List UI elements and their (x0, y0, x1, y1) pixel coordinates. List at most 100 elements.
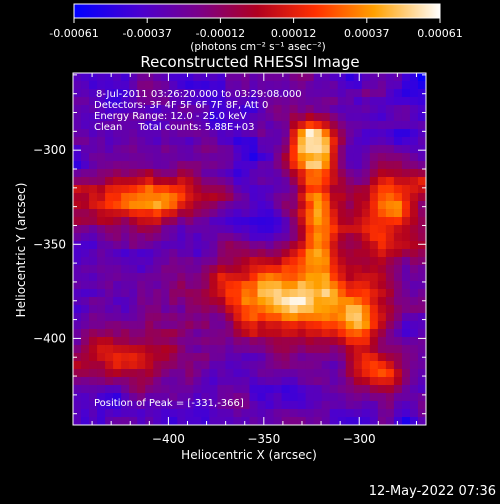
heatmap-pixel (345, 417, 355, 426)
heatmap-pixel (113, 313, 122, 322)
heatmap-pixel (401, 353, 411, 362)
heatmap-pixel (193, 337, 202, 346)
heatmap-pixel (201, 185, 210, 194)
heatmap-pixel (105, 313, 114, 322)
heatmap-pixel (145, 305, 154, 314)
heatmap-pixel (321, 329, 331, 338)
heatmap-pixel (105, 329, 114, 338)
heatmap-pixel (137, 281, 146, 290)
heatmap-pixel (153, 129, 162, 138)
heatmap-pixel (129, 265, 138, 274)
heatmap-pixel (289, 89, 299, 98)
heatmap-pixel (129, 305, 138, 314)
heatmap-pixel (321, 225, 331, 234)
heatmap-pixel (129, 145, 138, 154)
heatmap-pixel (289, 297, 299, 306)
heatmap-pixel (97, 185, 106, 194)
heatmap-pixel (121, 137, 130, 146)
heatmap-pixel (393, 345, 403, 354)
heatmap-pixel (137, 193, 146, 202)
heatmap-pixel (225, 217, 234, 226)
heatmap-pixel (297, 361, 307, 370)
heatmap-pixel (393, 281, 403, 290)
heatmap-pixel (225, 97, 234, 106)
heatmap-pixel (289, 225, 299, 234)
heatmap-pixel (377, 353, 387, 362)
heatmap-pixel (321, 209, 331, 218)
heatmap-pixel (401, 289, 411, 298)
heatmap-pixel (281, 385, 291, 394)
heatmap-pixel (401, 313, 411, 322)
heatmap-pixel (169, 377, 178, 386)
heatmap-pixel (185, 273, 194, 282)
heatmap-pixel (185, 329, 194, 338)
heatmap-pixel (249, 289, 258, 298)
heatmap-pixel (337, 185, 347, 194)
heatmap-pixel (201, 409, 210, 418)
heatmap-pixel (137, 401, 146, 410)
heatmap-pixel (153, 313, 162, 322)
heatmap-pixel (353, 185, 363, 194)
heatmap-pixel (337, 369, 347, 378)
heatmap-pixel (257, 137, 266, 146)
heatmap-pixel (273, 233, 282, 242)
heatmap-pixel (305, 217, 315, 226)
heatmap-pixel (377, 137, 387, 146)
heatmap-pixel (273, 257, 282, 266)
heatmap-pixel (337, 297, 347, 306)
heatmap-pixel (289, 257, 299, 266)
heatmap-pixel (329, 361, 339, 370)
heatmap-pixel (209, 337, 218, 346)
heatmap-pixel (121, 89, 130, 98)
heatmap-pixel (153, 369, 162, 378)
heatmap-pixel (89, 209, 98, 218)
heatmap-pixel (265, 233, 274, 242)
heatmap-pixel (185, 241, 194, 250)
heatmap-pixel (209, 137, 218, 146)
heatmap-pixel (193, 241, 202, 250)
heatmap-pixel (393, 129, 403, 138)
heatmap-pixel (241, 89, 250, 98)
heatmap-pixel (193, 409, 202, 418)
heatmap-pixel (345, 177, 355, 186)
heatmap-pixel (89, 257, 98, 266)
heatmap-pixel (177, 321, 186, 330)
heatmap-pixel (409, 81, 419, 90)
heatmap-pixel (185, 385, 194, 394)
heatmap-pixel (185, 185, 194, 194)
heatmap-pixel (201, 321, 210, 330)
heatmap-pixel (377, 345, 387, 354)
heatmap-pixel (393, 217, 403, 226)
heatmap-pixel (73, 353, 82, 362)
heatmap-pixel (281, 377, 291, 386)
heatmap-pixel (289, 201, 299, 210)
heatmap-pixel (161, 225, 170, 234)
heatmap-pixel (369, 177, 379, 186)
heatmap-pixel (201, 121, 210, 130)
heatmap-pixel (297, 393, 307, 402)
heatmap-pixel (105, 377, 114, 386)
heatmap-pixel (161, 281, 170, 290)
heatmap-pixel (249, 257, 258, 266)
heatmap-pixel (345, 305, 355, 314)
heatmap-pixel (97, 377, 106, 386)
heatmap-pixel (273, 401, 282, 410)
heatmap-pixel (233, 233, 242, 242)
heatmap-pixel (153, 321, 162, 330)
heatmap-pixel (209, 385, 218, 394)
heatmap-pixel (89, 113, 98, 122)
heatmap-pixel (177, 113, 186, 122)
chart-title: Reconstructed RHESSI Image (140, 53, 359, 71)
heatmap-pixel (361, 169, 371, 178)
heatmap-pixel (321, 161, 331, 170)
heatmap-pixel (217, 369, 226, 378)
heatmap-pixel (265, 257, 274, 266)
heatmap-pixel (105, 233, 114, 242)
heatmap-pixel (97, 145, 106, 154)
heatmap-pixel (265, 385, 274, 394)
heatmap-pixel (105, 345, 114, 354)
heatmap-pixel (81, 409, 90, 418)
heatmap-pixel (153, 337, 162, 346)
heatmap-pixel (97, 241, 106, 250)
